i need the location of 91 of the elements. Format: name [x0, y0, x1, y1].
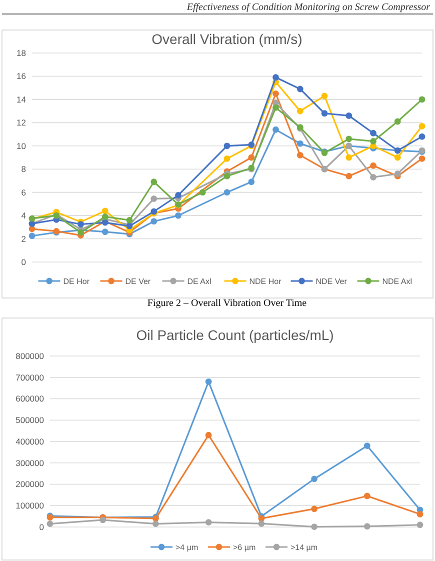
legend-label: >4 µm: [176, 542, 198, 552]
y-tick-label: 300000: [16, 458, 44, 468]
point: [78, 229, 84, 236]
point: [370, 162, 376, 169]
point: [364, 492, 370, 500]
point: [364, 442, 370, 449]
point: [152, 520, 159, 527]
point: [272, 126, 279, 133]
y-tick-label: 4: [21, 210, 26, 221]
point: [46, 520, 54, 527]
text: Effectiveness of Condition Monitoring on Screw Compressor: [186, 2, 430, 13]
point: [296, 86, 304, 92]
point: [248, 178, 255, 186]
legend-label: NDE Axl: [382, 276, 412, 286]
point: [205, 432, 212, 438]
point: [258, 520, 265, 527]
point: [311, 476, 318, 482]
point: [102, 214, 108, 220]
chart-title: Oil Particle Count (particles/mL): [136, 327, 334, 343]
point: [394, 154, 401, 161]
point: [126, 217, 133, 224]
point: [346, 154, 352, 161]
point: [272, 74, 279, 81]
point: [175, 212, 182, 219]
y-tick-label: 18: [16, 48, 26, 58]
legend-label: DE Hor: [63, 276, 90, 286]
point: [272, 104, 279, 111]
point: [311, 524, 318, 530]
y-tick-label: 10: [16, 140, 26, 151]
point: [175, 192, 182, 198]
point: [370, 130, 376, 136]
y-tick-label: 0: [21, 256, 26, 267]
point: [248, 154, 255, 161]
y-tick-label: 14: [16, 94, 26, 104]
point: [224, 172, 230, 180]
point: [224, 142, 230, 150]
point: [416, 522, 424, 528]
point: [321, 110, 328, 117]
y-tick-label: 600000: [16, 394, 44, 404]
y-tick-label: 2: [21, 234, 26, 244]
y-tick-label: 500000: [16, 415, 44, 426]
legend-label: NDE Ver: [316, 276, 348, 286]
point: [28, 232, 36, 240]
chart-title: Overall Vibration (mm/s): [152, 31, 302, 47]
point: [199, 189, 206, 196]
point: [296, 108, 304, 114]
point: [346, 136, 352, 142]
y-tick-label: 100000: [16, 500, 44, 511]
y-tick-label: 700000: [16, 372, 44, 382]
legend-label: >6 µm: [233, 542, 256, 552]
point: [224, 155, 230, 162]
point: [102, 228, 108, 236]
point: [272, 90, 279, 97]
point: [150, 196, 158, 202]
point: [224, 189, 230, 196]
point: [205, 378, 212, 385]
point: [394, 170, 401, 177]
point: [370, 138, 376, 144]
point: [418, 155, 426, 162]
point: [346, 172, 352, 180]
point: [418, 122, 426, 130]
point: [370, 174, 376, 180]
point: [150, 178, 158, 186]
point: [150, 218, 158, 225]
point: [296, 152, 304, 158]
point: [311, 506, 318, 512]
point: [321, 92, 328, 100]
point: [364, 523, 370, 530]
legend-label: NDE Hor: [249, 276, 282, 286]
point: [346, 112, 352, 119]
legend-label: >14 µm: [290, 542, 318, 552]
y-tick-label: 16: [16, 71, 26, 82]
y-tick-label: 400000: [16, 436, 44, 446]
y-tick-label: 8: [21, 164, 26, 174]
legend-label: DE Axl: [187, 276, 212, 286]
point: [418, 133, 426, 140]
y-tick-label: 200000: [16, 479, 44, 490]
point: [394, 118, 401, 125]
point: [416, 510, 424, 518]
point: [418, 96, 426, 103]
y-tick-label: 12: [16, 118, 26, 128]
legend-label: DE Ver: [125, 276, 151, 286]
point: [100, 516, 106, 524]
point: [78, 221, 84, 228]
y-tick-label: 0: [39, 522, 44, 532]
y-tick-label: 800000: [16, 350, 44, 361]
point: [102, 208, 108, 214]
y-tick-label: 6: [21, 187, 26, 198]
point: [205, 519, 212, 526]
point: [296, 140, 304, 147]
caption: Figure 2 – Overall Vibration Over Time: [147, 298, 308, 309]
